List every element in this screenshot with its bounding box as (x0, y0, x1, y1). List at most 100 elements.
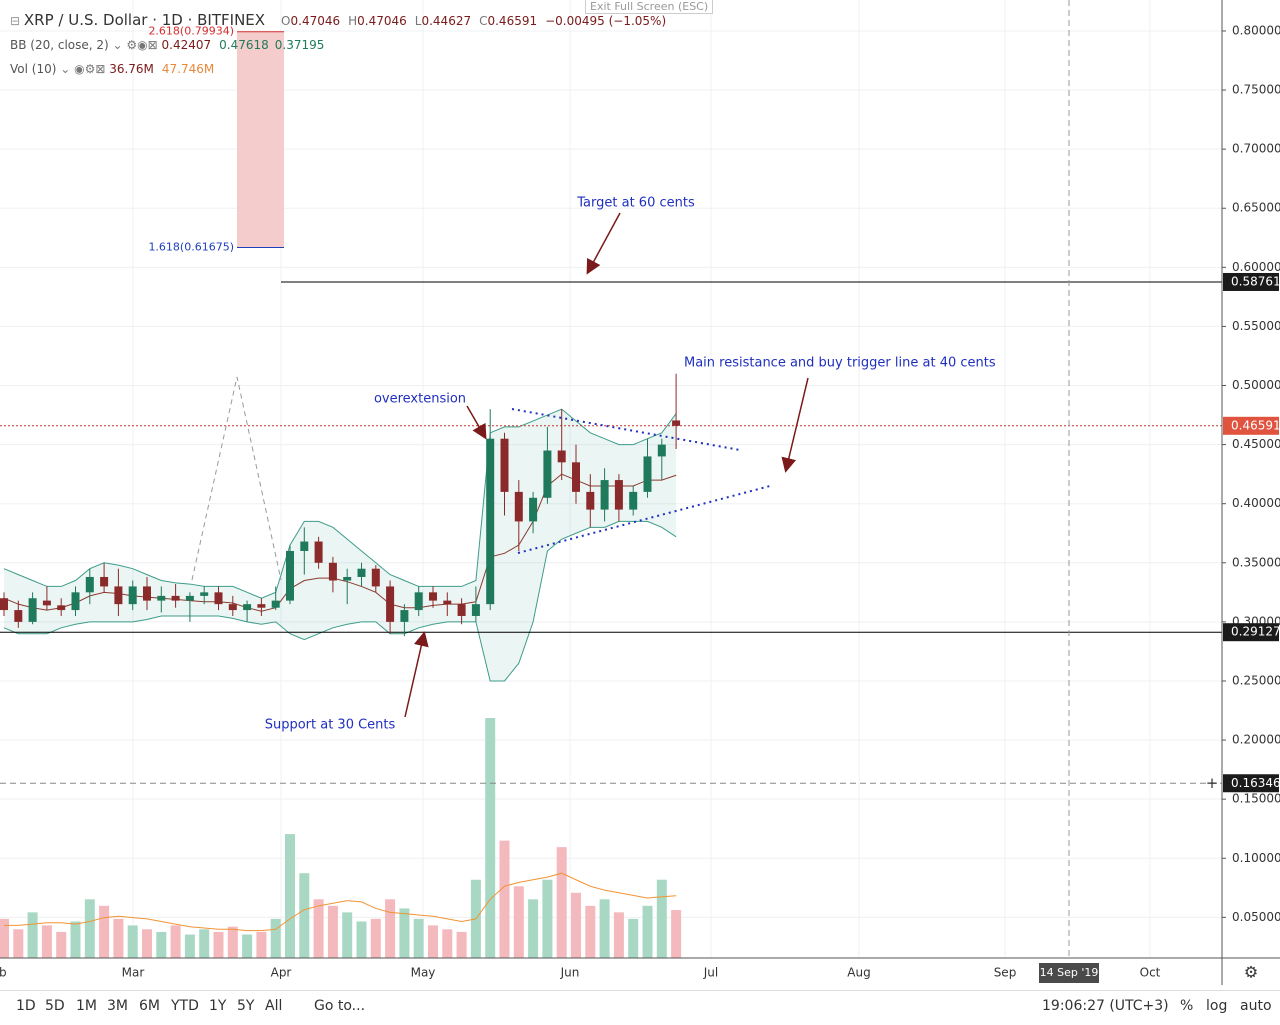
candle-body (586, 491, 595, 510)
volume-bar (41, 925, 52, 958)
arrow (466, 405, 487, 440)
add-alert-icon[interactable]: + (1206, 774, 1219, 792)
candle-body (414, 592, 423, 611)
volume-bar (270, 918, 281, 958)
range-button[interactable]: 5Y (237, 998, 255, 1014)
volume-bar (170, 925, 181, 958)
ohlc-key: H (348, 14, 358, 28)
range-button[interactable]: YTD (171, 998, 199, 1014)
candle-body (486, 438, 495, 605)
x-tick-label: Mar (122, 966, 145, 980)
annotation: overextension (374, 392, 466, 407)
volume-bar (285, 834, 295, 958)
y-tick-label: 0.45000 (1232, 437, 1280, 451)
y-tick-label: 0.25000 (1232, 673, 1280, 687)
y-tick-label: 0.35000 (1232, 555, 1280, 569)
price-level-label: 0.29127 (1231, 625, 1280, 639)
scale-option[interactable]: auto (1240, 998, 1272, 1014)
bb-value: 0.37195 (274, 38, 325, 52)
ohlc-key: C (479, 14, 488, 28)
candle-body (343, 576, 352, 581)
candle-body (672, 420, 681, 426)
volume-bar (628, 918, 639, 958)
volume-bar (84, 899, 95, 958)
volume-bar (342, 912, 353, 958)
goto-button[interactable]: Go to... (314, 998, 366, 1014)
candle-body (629, 491, 638, 510)
candle-body (85, 576, 94, 593)
volume-bar (585, 905, 596, 958)
price-level-label: 0.16346 (1231, 776, 1280, 790)
candle-body (657, 444, 666, 457)
candle-body (42, 600, 51, 606)
candle-body (214, 592, 223, 605)
volume-bar (356, 921, 367, 958)
arrow (404, 631, 429, 718)
range-button[interactable]: 5D (45, 998, 65, 1014)
volume-bar (656, 879, 667, 958)
scale-option[interactable]: % (1180, 998, 1194, 1014)
candle-body (471, 604, 480, 616)
candle-body (0, 598, 8, 611)
clock: 19:06:27 (UTC+3) (1042, 998, 1169, 1014)
volume-bar (442, 929, 453, 958)
price-level-badge (1223, 416, 1279, 435)
scale-option[interactable]: log (1206, 998, 1228, 1014)
volume-bar (256, 931, 267, 958)
price-level-badge (1223, 623, 1279, 642)
candle-body (500, 438, 509, 492)
candle-body (386, 586, 395, 622)
candle-body (529, 497, 538, 522)
candle-body (271, 600, 280, 608)
volume-bar (13, 929, 24, 958)
volume-bar (199, 929, 210, 958)
bb-row: BB (20, close, 2) ⌄ ⚙◉⊠ 0.42407 0.47618 0.… (10, 38, 325, 52)
x-tick-label: Aug (847, 966, 870, 980)
range-button[interactable]: 6M (139, 998, 160, 1014)
bb-lower (3, 520, 677, 682)
candle-body (643, 456, 652, 492)
vol-label[interactable]: Vol (10) (10, 62, 57, 76)
volume-bar (485, 718, 496, 958)
crosshair-date: 14 Sep '19 (1040, 966, 1099, 979)
chart: 2.618(0.79934) 1.618(0.61675) Target at 60… (0, 0, 1280, 985)
volume-bar (642, 905, 653, 958)
volume-bar (571, 892, 581, 958)
arrow (586, 212, 621, 275)
range-button[interactable]: 3M (107, 998, 128, 1014)
candle-body (286, 550, 294, 601)
volume-bar (299, 873, 310, 958)
volume-bar (385, 899, 396, 958)
bb-value: 0.47618 (219, 38, 269, 52)
settings-icon[interactable]: ⚙ (1244, 963, 1258, 982)
volume-bar (599, 899, 610, 958)
y-tick-label: 0.80000 (1232, 23, 1280, 37)
candle-body (114, 586, 123, 605)
symbol[interactable]: XRP / U.S. Dollar · 1D · BITFINEX (23, 11, 266, 29)
volume-bar (99, 905, 110, 958)
volume-bar (613, 912, 624, 958)
range-button[interactable]: 1Y (209, 998, 227, 1014)
candle-body (171, 595, 180, 601)
annotation: Target at 60 cents (576, 196, 695, 211)
bb-label[interactable]: BB (20, close, 2) (10, 38, 109, 52)
range-button[interactable]: 1D (16, 998, 36, 1014)
volume-bar (499, 840, 510, 958)
exit-fullscreen[interactable]: Exit Full Screen (ESC) (585, 0, 714, 14)
volume-bar (184, 934, 195, 958)
candle-body (71, 592, 80, 611)
candle-body (257, 604, 266, 608)
range-button[interactable]: All (265, 998, 283, 1014)
volume-bar (70, 921, 81, 958)
vol-row: Vol (10) ⌄ ◉⚙⊠ 36.76M 47.746M (10, 62, 215, 76)
zigzag-drawing (191, 376, 282, 581)
candle-body (300, 541, 309, 551)
volume-bar (671, 910, 682, 958)
vol-ma-value: 47.746M (161, 62, 215, 76)
candle-body (371, 568, 380, 587)
volume-bar (27, 912, 38, 958)
ohlc-key: L (414, 14, 422, 28)
range-button[interactable]: 1M (76, 998, 97, 1014)
change: −0.00495 (−1.05%) (545, 14, 667, 28)
trendline-upper (511, 408, 741, 451)
